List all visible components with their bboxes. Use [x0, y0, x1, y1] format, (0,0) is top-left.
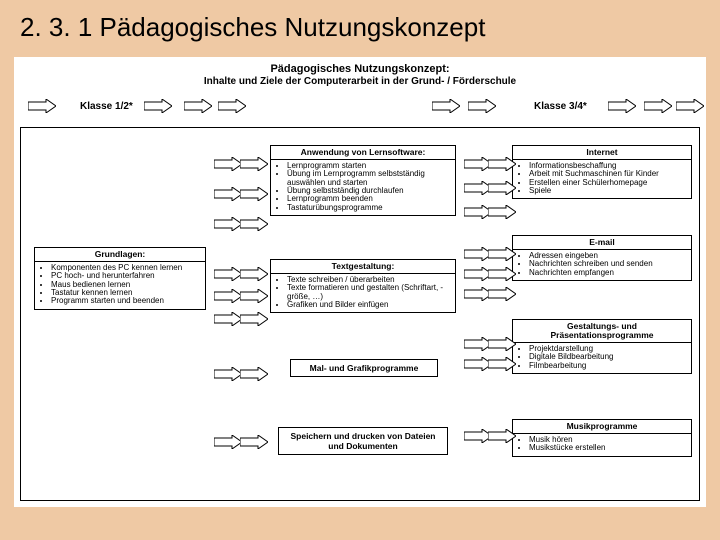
- arrow-icon: [488, 357, 516, 371]
- arrow-icon: [240, 435, 268, 449]
- textgestaltung-list: Texte schreiben / überarbeiten Texte for…: [275, 276, 451, 310]
- gestaltung-title: Gestaltungs- und Präsentationsprogramme: [517, 322, 687, 341]
- list-item: Nachrichten empfangen: [529, 269, 687, 277]
- internet-title: Internet: [517, 148, 687, 158]
- arrow-icon: [676, 99, 704, 113]
- diagram-header: Pädagogisches Nutzungskonzept: Inhalte u…: [14, 63, 706, 88]
- arrow-icon: [214, 289, 242, 303]
- arrow-icon: [240, 312, 268, 326]
- arrow-icon: [214, 267, 242, 281]
- email-list: Adressen eingeben Nachrichten schreiben …: [517, 252, 687, 277]
- arrow-icon: [240, 187, 268, 201]
- arrow-icon: [488, 287, 516, 301]
- arrow-icon: [608, 99, 636, 113]
- speichern-title: Speichern und drucken von Dateien und Do…: [290, 431, 435, 451]
- list-item: Grafiken und Bilder einfügen: [287, 301, 451, 309]
- arrow-icon: [214, 217, 242, 231]
- list-item: Übung im Lernprogramm selbstständig ausw…: [287, 170, 451, 187]
- arrow-icon: [240, 157, 268, 171]
- gestaltung-list: Projektdarstellung Digitale Bildbearbeit…: [517, 345, 687, 370]
- klasse-left-label: Klasse 1/2*: [80, 101, 133, 112]
- arrow-icon: [240, 267, 268, 281]
- arrow-icon: [488, 205, 516, 219]
- list-item: Erstellen einer Schülerhomepage: [529, 179, 687, 187]
- arrow-icon: [644, 99, 672, 113]
- grundlagen-list: Komponenten des PC kennen lernen PC hoch…: [39, 264, 201, 306]
- list-item: Texte formatieren und gestalten (Schrift…: [287, 284, 451, 301]
- email-title: E-mail: [517, 238, 687, 248]
- internet-list: Informationsbeschaffung Arbeit mit Suchm…: [517, 162, 687, 196]
- diagram-panel: Pädagogisches Nutzungskonzept: Inhalte u…: [14, 57, 706, 507]
- header-line1: Pädagogisches Nutzungskonzept:: [14, 63, 706, 76]
- box-gestaltung: Gestaltungs- und Präsentationsprogramme …: [512, 319, 692, 374]
- musik-list: Musik hören Musikstücke erstellen: [517, 436, 687, 453]
- arrow-icon: [488, 429, 516, 443]
- box-malgrafik: Mal- und Grafikprogramme: [290, 359, 438, 377]
- arrow-icon: [240, 217, 268, 231]
- arrow-icon: [488, 157, 516, 171]
- arrow-icon: [184, 99, 212, 113]
- malgrafik-title: Mal- und Grafikprogramme: [310, 363, 419, 373]
- arrow-icon: [488, 247, 516, 261]
- arrow-icon: [488, 337, 516, 351]
- textgestaltung-title: Textgestaltung:: [275, 262, 451, 272]
- arrow-icon: [214, 312, 242, 326]
- arrow-icon: [214, 367, 242, 381]
- arrow-icon: [214, 435, 242, 449]
- list-item: Programm starten und beenden: [51, 297, 201, 305]
- arrow-icon: [488, 181, 516, 195]
- grundlagen-title: Grundlagen:: [39, 250, 201, 260]
- arrow-icon: [144, 99, 172, 113]
- box-email: E-mail Adressen eingeben Nachrichten sch…: [512, 235, 692, 281]
- box-speichern: Speichern und drucken von Dateien und Do…: [278, 427, 448, 455]
- box-textgestaltung: Textgestaltung: Texte schreiben / überar…: [270, 259, 456, 313]
- header-line2: Inhalte und Ziele der Computerarbeit in …: [14, 76, 706, 88]
- arrow-icon: [468, 99, 496, 113]
- lernsoftware-list: Lernprogramm starten Übung im Lernprogra…: [275, 162, 451, 212]
- arrow-icon: [218, 99, 246, 113]
- box-musik: Musikprogramme Musik hören Musikstücke e…: [512, 419, 692, 457]
- arrow-icon: [214, 187, 242, 201]
- arrow-icon: [240, 289, 268, 303]
- box-lernsoftware: Anwendung von Lernsoftware: Lernprogramm…: [270, 145, 456, 216]
- arrow-icon: [214, 157, 242, 171]
- arrow-icon: [488, 267, 516, 281]
- arrow-icon: [28, 99, 56, 113]
- klasse-right-label: Klasse 3/4*: [534, 101, 587, 112]
- musik-title: Musikprogramme: [517, 422, 687, 432]
- list-item: Filmbearbeitung: [529, 362, 687, 370]
- arrow-icon: [432, 99, 460, 113]
- slide-title: 2. 3. 1 Pädagogisches Nutzungskonzept: [20, 12, 706, 43]
- arrow-icon: [240, 367, 268, 381]
- lernsoftware-title: Anwendung von Lernsoftware:: [275, 148, 451, 158]
- box-internet: Internet Informationsbeschaffung Arbeit …: [512, 145, 692, 199]
- list-item: Spiele: [529, 187, 687, 195]
- list-item: Tastaturübungsprogramme: [287, 204, 451, 212]
- list-item: Musikstücke erstellen: [529, 444, 687, 452]
- box-grundlagen: Grundlagen: Komponenten des PC kennen le…: [34, 247, 206, 310]
